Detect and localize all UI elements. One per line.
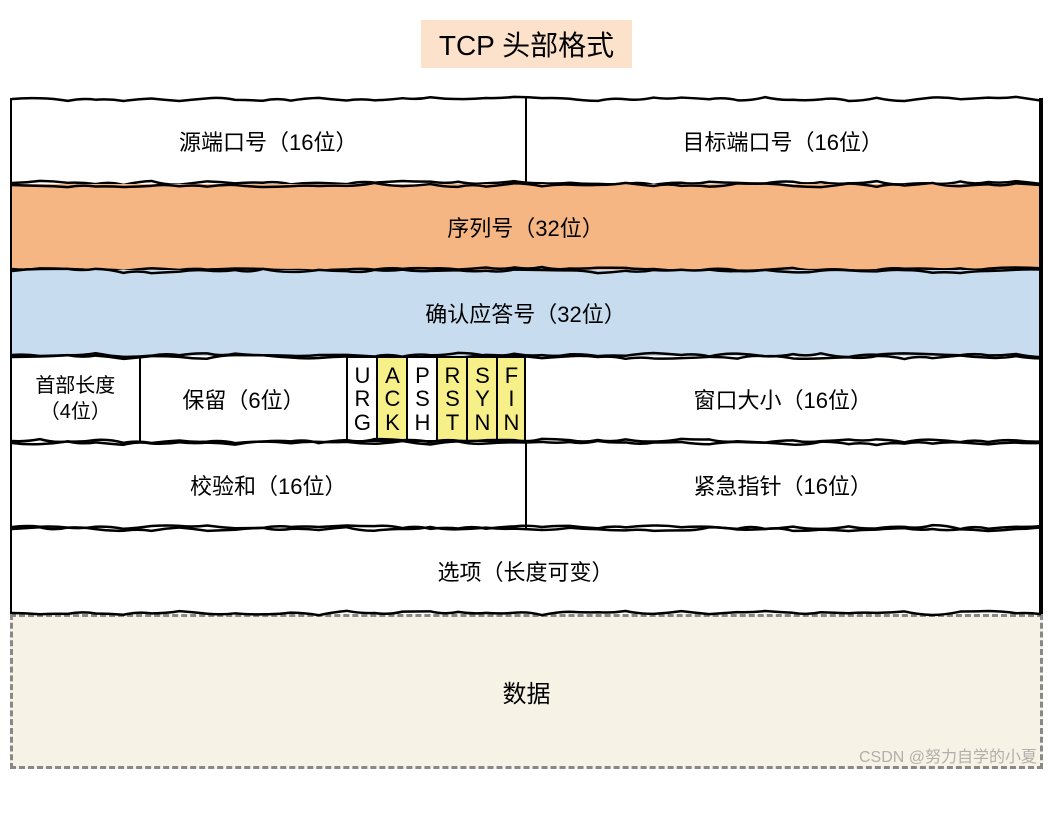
field-dest-port: 目标端口号（16位）	[527, 98, 1042, 184]
watermark-text: CSDN @努力自学的小夏	[859, 743, 1037, 767]
flag-psh: PSH	[406, 356, 436, 442]
field-window-size: 窗口大小（16位）	[526, 356, 1041, 442]
field-sequence-number: 序列号（32位）	[12, 184, 1041, 270]
field-reserved: 保留（6位）	[141, 356, 347, 442]
field-urgent-pointer: 紧急指针（16位）	[527, 442, 1042, 528]
field-options: 选项（长度可变）	[12, 528, 1041, 614]
flag-urg: URG	[346, 356, 376, 442]
row-flags: 首部长度 （4位） 保留（6位） URGACKPSHRSTSYNFIN 窗口大小…	[10, 356, 1043, 442]
hlen-line1: 首部长度	[35, 373, 115, 399]
field-ack-number: 确认应答号（32位）	[12, 270, 1041, 356]
tcp-header-table: 源端口号（16位） 目标端口号（16位） 序列号（32位） 确认应答号（32位）…	[10, 98, 1043, 769]
row-sequence: 序列号（32位）	[10, 184, 1043, 270]
row-ack: 确认应答号（32位）	[10, 270, 1043, 356]
field-checksum: 校验和（16位）	[12, 442, 527, 528]
field-header-length: 首部长度 （4位）	[12, 356, 141, 442]
flag-fin: FIN	[496, 356, 526, 442]
flag-syn: SYN	[466, 356, 496, 442]
row-ports: 源端口号（16位） 目标端口号（16位）	[10, 98, 1043, 184]
flag-rst: RST	[436, 356, 466, 442]
field-data: 数据	[503, 674, 551, 709]
field-flags-group: URGACKPSHRSTSYNFIN	[346, 356, 526, 442]
field-source-port: 源端口号（16位）	[12, 98, 527, 184]
diagram-title: TCP 头部格式	[421, 20, 632, 68]
row-checksum: 校验和（16位） 紧急指针（16位）	[10, 442, 1043, 528]
row-options: 选项（长度可变）	[10, 528, 1043, 614]
flag-ack: ACK	[376, 356, 406, 442]
hlen-line2: （4位）	[40, 399, 111, 425]
